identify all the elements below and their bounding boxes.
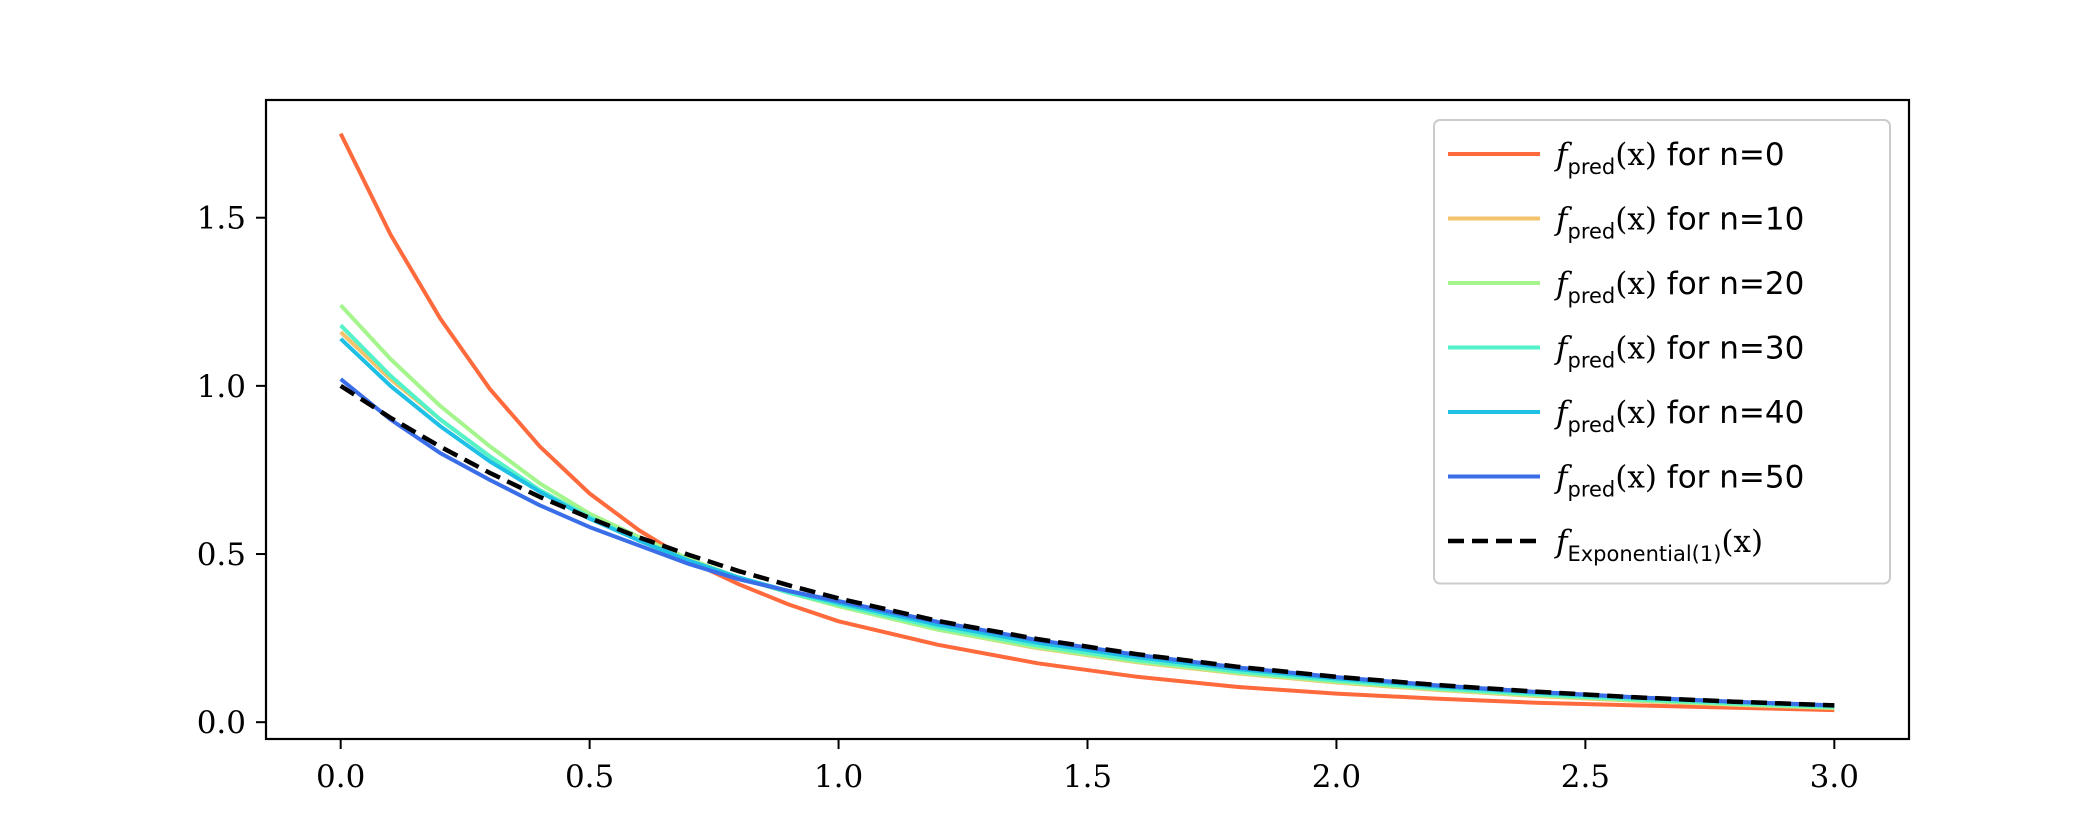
legend-label-4: fpred(x) for n=30 — [1554, 331, 1804, 373]
x-tick-label: 2.5 — [1561, 759, 1610, 795]
x-axis: 0.0 0.5 1.0 1.5 2.0 2.5 3.0 — [316, 739, 1859, 795]
legend-label-2: fpred(x) for n=10 — [1554, 202, 1804, 244]
x-tick-label: 0.0 — [316, 759, 365, 795]
legend-box — [1433, 119, 1891, 585]
plot-lines — [338, 132, 1835, 713]
legend-label-6: fpred(x) for n=50 — [1554, 460, 1804, 502]
series-line-7 — [339, 384, 1835, 708]
y-tick-label: 0.0 — [197, 705, 246, 741]
x-tick-label: 1.0 — [814, 759, 863, 795]
legend-label-3: fpred(x) for n=20 — [1554, 266, 1804, 308]
x-tick-label: 2.0 — [1312, 759, 1361, 795]
y-axis: 0.0 0.5 1.0 1.5 — [197, 201, 266, 741]
y-tick-label: 1.5 — [197, 201, 246, 237]
series-line-1 — [338, 132, 1835, 713]
y-tick-label: 0.5 — [197, 537, 246, 573]
legend: fpred(x) for n=0 fpred(x) for n=10 fpred(x… — [1433, 119, 1891, 585]
legend-label-5: fpred(x) for n=40 — [1554, 395, 1804, 437]
x-tick-label: 3.0 — [1810, 759, 1859, 795]
y-tick-label: 1.0 — [197, 369, 246, 405]
x-tick-label: 1.5 — [1063, 759, 1112, 795]
legend-label-1: fpred(x) for n=0 — [1554, 137, 1785, 179]
x-tick-label: 0.5 — [565, 759, 614, 795]
